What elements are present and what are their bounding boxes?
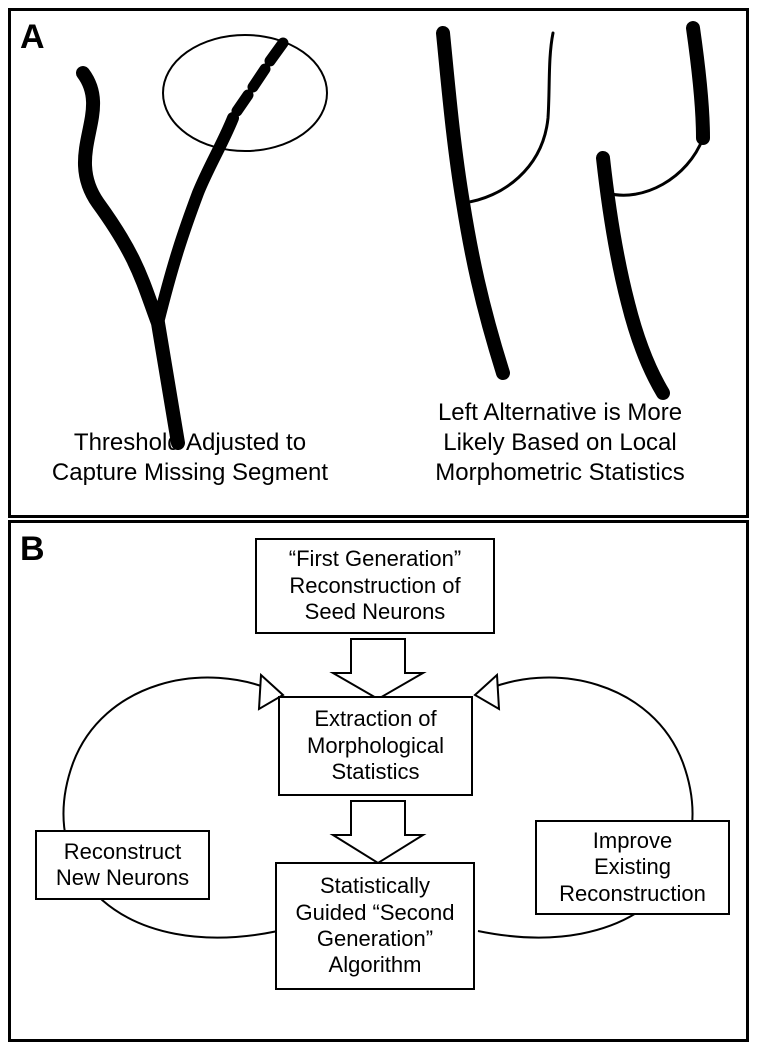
box-improve: ImproveExistingReconstruction bbox=[535, 820, 730, 915]
caption-left: Threshold Adjusted toCapture Missing Seg… bbox=[35, 428, 345, 488]
dash-segment bbox=[253, 69, 265, 87]
neuron-left-main bbox=[83, 73, 178, 443]
neuron-left-dashes bbox=[237, 43, 283, 111]
box-seed: “First Generation”Reconstruction ofSeed … bbox=[255, 538, 495, 634]
arrow-extract-to-second bbox=[333, 801, 423, 863]
caption-right: Left Alternative is MoreLikely Based on … bbox=[395, 398, 725, 488]
box-reconstruct: ReconstructNew Neurons bbox=[35, 830, 210, 900]
dash-segment bbox=[270, 43, 283, 61]
box-second: StatisticallyGuided “SecondGeneration”Al… bbox=[275, 862, 475, 990]
arrow-right-loop-head bbox=[475, 675, 499, 709]
box-extract: Extraction ofMorphologicalStatistics bbox=[278, 696, 473, 796]
neuron-right1-thick bbox=[443, 33, 503, 373]
panel-a-label: A bbox=[20, 18, 45, 57]
neuron-right2-thick-upper bbox=[693, 28, 703, 138]
panel-b-label: B bbox=[20, 530, 45, 569]
arrow-seed-to-extract bbox=[333, 639, 423, 699]
neuron-right1-thin bbox=[463, 33, 553, 203]
neuron-right2-thin bbox=[607, 138, 703, 195]
dash-segment bbox=[237, 95, 248, 111]
figure-root: A Threshold Adjusted toCapture Missing S… bbox=[0, 0, 757, 1050]
